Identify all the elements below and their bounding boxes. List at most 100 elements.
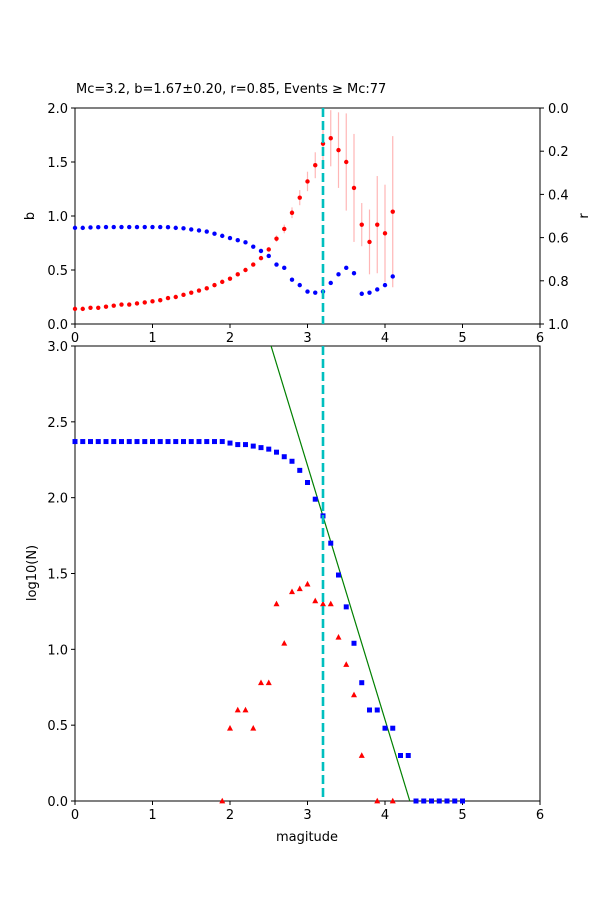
y-tick-label: 0.5 (47, 719, 68, 734)
x-tick-label: 6 (536, 331, 544, 346)
b-value-point (196, 288, 202, 293)
b-value-point (375, 222, 380, 227)
cumulative-point (258, 445, 264, 451)
top-ylabel: b (23, 212, 38, 220)
y2-tick-label: 0.2 (548, 145, 569, 160)
b-value-point (289, 210, 295, 215)
r-point (274, 262, 279, 267)
b-value-point (359, 222, 364, 227)
cumulative-point (150, 439, 155, 445)
cumulative-point (266, 446, 272, 452)
non-cumulative-point (296, 585, 303, 592)
y-tick-label: 3.0 (47, 340, 68, 355)
frequency-magnitude-panel: 0 1 2 3 4 5 6 0.0 0.5 1.0 1.5 2.0 2.5 3.0 magitude lo… (25, 340, 544, 845)
cumulative-point (343, 604, 349, 610)
cumulative-point (219, 439, 225, 445)
bottom-data-marks (72, 346, 465, 804)
cumulative-point (336, 572, 341, 578)
r-point (266, 253, 271, 259)
b-value-point (258, 255, 264, 261)
cumulative-point (235, 442, 241, 448)
non-cumulative-point (320, 600, 326, 607)
b-value-point (351, 185, 357, 191)
non-cumulative-point (327, 600, 334, 607)
cumulative-point (429, 798, 434, 804)
y-tick-label: 1.5 (47, 156, 68, 171)
x-tick-label: 0 (71, 808, 79, 823)
non-cumulative-point (312, 597, 319, 604)
b-value-point (251, 262, 256, 267)
x-tick-label: 3 (303, 331, 311, 346)
y-tick-label: 2.0 (47, 492, 68, 507)
b-value-point (328, 136, 333, 141)
non-cumulative-point (304, 580, 311, 587)
r-point (150, 224, 155, 230)
y2-tick-label: 1.0 (548, 318, 569, 333)
r-point (181, 226, 186, 231)
b-value-point (150, 299, 155, 304)
b-value-point (220, 279, 225, 285)
r-point (220, 233, 225, 239)
bottom-axis-ticks: 0 1 2 3 4 5 6 0.0 0.5 1.0 1.5 2.0 2.5 3.0 (47, 340, 544, 823)
cumulative-point (367, 707, 372, 713)
cumulative-point (157, 439, 163, 445)
cumulative-point (452, 798, 458, 804)
cumulative-point (374, 707, 380, 713)
r-point (297, 282, 302, 288)
cumulative-point (281, 454, 287, 460)
b-value-point (282, 226, 287, 232)
cumulative-point (142, 439, 148, 445)
cumulative-point (196, 439, 202, 445)
x-tick-label: 5 (458, 331, 466, 346)
b-value-point (336, 147, 341, 153)
b-value-point (212, 282, 217, 288)
r-point (72, 225, 78, 231)
r-point (359, 291, 364, 296)
cumulative-point (351, 640, 357, 646)
b-value-point (127, 302, 132, 307)
r-point (235, 237, 240, 243)
b-value-panel: Mc=3.2, b=1.67±0.20, r=0.85, Events ≥ Mc… (23, 82, 592, 346)
b-value-point (235, 272, 240, 277)
r-point (251, 244, 256, 249)
r-point (227, 235, 233, 241)
x-tick-label: 4 (381, 331, 389, 346)
y-tick-label: 0.0 (47, 318, 68, 333)
y-tick-label: 1.5 (47, 568, 68, 583)
cumulative-point (111, 439, 117, 445)
b-value-point (181, 292, 186, 298)
cumulative-point (436, 798, 442, 804)
b-value-point (96, 305, 101, 310)
cumulative-point (390, 725, 396, 731)
non-cumulative-point (250, 725, 257, 731)
b-value-point (158, 298, 163, 303)
b-value-point (367, 239, 372, 245)
b-value-point (266, 247, 271, 252)
r-point (344, 265, 349, 271)
r-point (119, 224, 124, 230)
non-cumulative-point (335, 634, 342, 640)
non-cumulative-point (227, 725, 233, 731)
cumulative-point (413, 798, 419, 804)
non-cumulative-point (242, 706, 249, 713)
bottom-xlabel: magitude (276, 830, 338, 845)
bottom-plot-frame (74, 345, 541, 802)
cumulative-point (227, 440, 233, 446)
cumulative-point (103, 439, 109, 445)
cumulative-point (181, 439, 186, 445)
cumulative-point (134, 439, 140, 445)
cumulative-point (173, 439, 179, 445)
cumulative-point (212, 439, 217, 445)
cumulative-point (460, 798, 465, 804)
r-point (305, 289, 310, 294)
non-cumulative-point (351, 691, 357, 698)
b-value-point (305, 179, 310, 184)
bottom-ylabel: log10(N) (25, 545, 40, 601)
r-point (258, 248, 264, 254)
cumulative-point (444, 798, 450, 804)
r-point (96, 225, 101, 230)
b-value-point (344, 159, 349, 165)
cumulative-point (80, 439, 86, 445)
x-tick-label: 5 (458, 808, 466, 823)
